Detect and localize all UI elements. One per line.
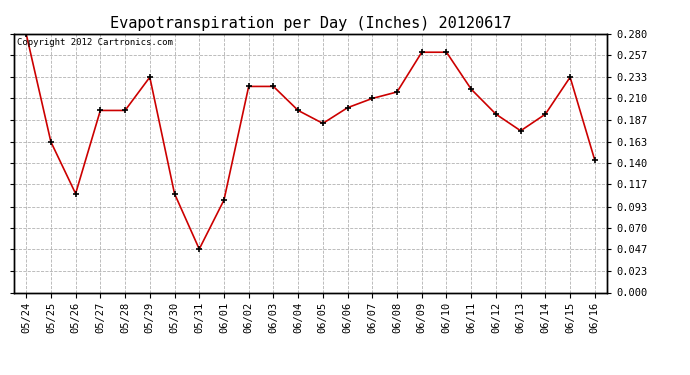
Text: Copyright 2012 Cartronics.com: Copyright 2012 Cartronics.com	[17, 38, 172, 46]
Title: Evapotranspiration per Day (Inches) 20120617: Evapotranspiration per Day (Inches) 2012…	[110, 16, 511, 31]
